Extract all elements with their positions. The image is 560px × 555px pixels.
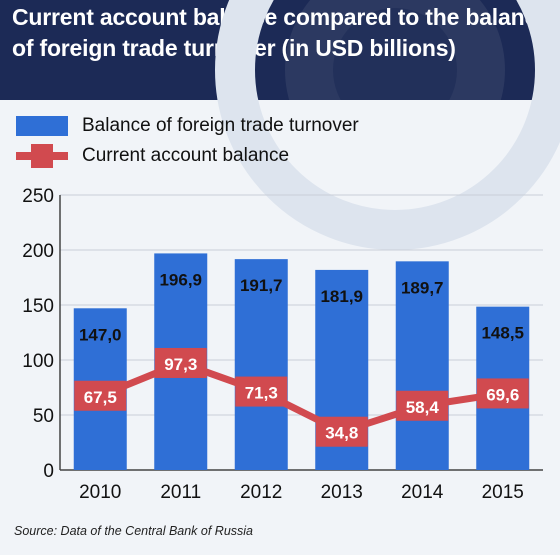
line-marker [476, 378, 529, 409]
bar-series [73, 253, 530, 470]
source-note: Source: Data of the Central Bank of Russ… [14, 524, 254, 538]
bar-value-label: 196,9 [159, 270, 202, 289]
line-value-label: 34,8 [325, 424, 358, 443]
bar-value-label: 181,9 [320, 287, 363, 306]
line-data-labels: 67,5 97,3 71,3 34,8 58,4 69,6 [84, 355, 520, 443]
y-tick-label: 250 [22, 186, 54, 207]
x-tick-label: 2010 [79, 482, 121, 503]
line-marker [315, 416, 368, 447]
x-tick-label: 2015 [482, 482, 524, 503]
line-marker [396, 390, 449, 421]
bar-value-label: 147,0 [79, 325, 122, 344]
bar [395, 261, 449, 470]
line-value-label: 58,4 [406, 398, 440, 417]
bar-value-label: 191,7 [240, 276, 283, 295]
bar-data-labels: 147,0 196,9 191,7 181,9 189,7 148,5 [79, 270, 524, 344]
legend-label-bars: Balance of foreign trade turnover [82, 115, 359, 136]
line-value-label: 67,5 [84, 388, 117, 407]
banner-logo-watermark [285, 0, 505, 100]
x-tick-label: 2014 [401, 482, 444, 503]
line-series [74, 347, 529, 447]
legend-label-line: Current account balance [82, 145, 290, 166]
y-tick-label: 50 [33, 406, 54, 427]
x-tick-label: 2011 [160, 482, 201, 503]
bar [234, 259, 288, 470]
logo-watermark [215, 0, 560, 250]
x-tick-label: 2013 [321, 482, 363, 503]
watermark-arc [215, 0, 560, 250]
legend: Balance of foreign trade turnover Curren… [14, 112, 359, 172]
line-value-label: 69,6 [486, 385, 519, 404]
line-marker [235, 376, 288, 407]
line-marker [74, 380, 127, 411]
gridlines [60, 194, 543, 471]
legend-item-bars: Balance of foreign trade turnover [14, 112, 359, 140]
y-tick-label: 150 [22, 296, 54, 317]
legend-swatch-line [14, 142, 70, 170]
x-axis: 2010 2011 2012 2013 2014 2015 [79, 482, 524, 503]
y-axis: 0 50 100 150 200 250 [22, 186, 61, 482]
y-tick-label: 200 [22, 241, 54, 262]
line-marker [154, 347, 207, 378]
x-tick-label: 2012 [240, 482, 282, 503]
legend-swatch-bar [14, 112, 70, 140]
y-tick-label: 100 [22, 351, 54, 372]
bar-value-label: 148,5 [481, 324, 524, 343]
bar-value-label: 189,7 [401, 278, 444, 297]
line-value-label: 71,3 [245, 384, 278, 403]
line-value-label: 97,3 [164, 355, 197, 374]
y-tick-label: 0 [43, 461, 54, 482]
legend-item-line: Current account balance [14, 142, 359, 170]
